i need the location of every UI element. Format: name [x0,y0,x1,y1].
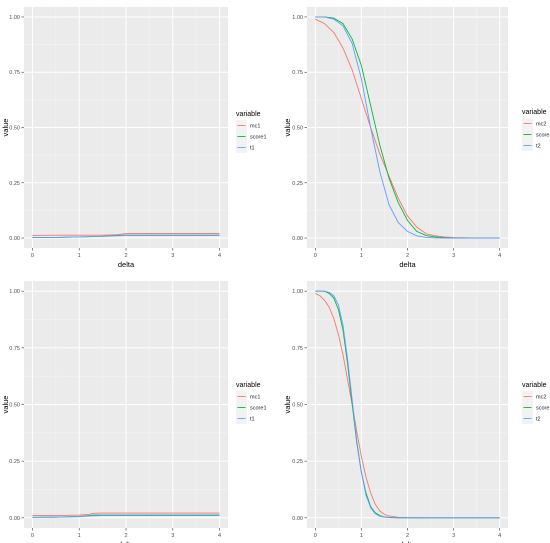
y-tick-label: 0.75 [292,346,303,352]
legend-label-mc1: mc1 [250,124,260,130]
legend: variable mc1 score1 t1 [236,111,267,153]
legend-label-t1: t1 [250,417,255,423]
legend-title: variable [236,111,261,118]
x-tick-label: 4 [498,253,501,259]
legend: variable mc2 score2 t2 [522,382,550,424]
y-tick-label: 0.50 [9,403,20,409]
legend-title: variable [236,382,261,389]
legend-title: variable [522,382,547,389]
x-tick-label: 3 [452,253,455,259]
legend-label-t2: t2 [536,144,541,150]
series-line-mc1 [32,233,220,236]
x-tick-label: 0 [31,533,34,539]
y-tick-label: 0.50 [292,126,303,132]
legend-label-score1: score1 [250,135,267,141]
series-line-t1 [32,234,220,239]
series-line-mc2 [315,18,500,239]
y-axis-title: value [1,119,10,137]
y-tick-label: 0.00 [9,236,20,242]
y-axis-title: value [1,396,10,414]
series-line-t2 [315,290,500,519]
x-tick-label: 2 [124,533,127,539]
y-tick-label: 0.75 [9,70,20,76]
chart-panel-3: 0 1 2 3 4 0.00 0.25 0.50 0.75 1.00 delta value varia… [1,281,267,543]
x-axis-title: delta [399,540,416,543]
series-line-mc1 [32,512,220,516]
x-tick-label: 3 [171,253,174,259]
y-tick-label: 0.50 [292,403,303,409]
x-axis-title: delta [118,540,135,543]
y-tick-label: 0.25 [292,459,303,465]
y-tick-label: 0.75 [9,346,20,352]
y-tick-label: 0.25 [9,181,20,187]
y-tick-label: 0.00 [292,516,303,522]
x-tick-label: 1 [360,533,363,539]
x-tick-label: 1 [78,253,81,259]
x-tick-label: 4 [218,533,221,539]
x-tick-label: 4 [218,253,221,259]
y-tick-label: 1.00 [292,15,303,21]
y-tick-label: 1.00 [9,289,20,295]
x-tick-label: 3 [171,533,174,539]
x-tick-label: 0 [314,533,317,539]
y-tick-label: 0.50 [9,126,20,132]
x-tick-label: 2 [124,253,127,259]
y-tick-label: 1.00 [292,289,303,295]
x-tick-label: 2 [406,253,409,259]
y-tick-label: 0.75 [292,70,303,76]
series-line-t2 [315,16,500,239]
y-tick-label: 0.25 [292,181,303,187]
y-axis-title: value [283,396,292,414]
x-tick-label: 4 [498,533,501,539]
chart-panel-2: 0 1 2 3 4 0.00 0.25 0.50 0.75 1.00 delta value varia… [283,7,550,269]
series-line-t1 [32,515,220,518]
legend-label-t1: t1 [250,146,255,152]
legend-title: variable [522,109,547,116]
y-tick-label: 0.00 [9,516,20,522]
legend-label-score2: score2 [536,133,550,139]
legend-label-mc2: mc2 [536,395,546,401]
x-tick-label: 1 [360,253,363,259]
y-tick-label: 1.00 [9,15,20,21]
x-tick-label: 0 [31,253,34,259]
y-tick-label: 0.25 [9,459,20,465]
legend: variable mc2 score2 t2 [522,109,550,151]
x-tick-label: 1 [78,533,81,539]
legend-label-score1: score1 [250,406,267,412]
legend-label-t2: t2 [536,417,541,423]
legend-label-mc2: mc2 [536,122,546,128]
x-tick-label: 3 [452,533,455,539]
x-axis-title: delta [118,260,135,269]
chart-panel-1: 0 1 2 3 4 0.00 0.25 0.50 0.75 1.00 delta value varia… [1,7,267,269]
chart-panel-4: 0 1 2 3 4 0.00 0.25 0.50 0.75 1.00 delta value varia… [283,281,550,543]
x-axis-title: delta [399,260,416,269]
y-axis-title: value [283,119,292,137]
x-tick-label: 0 [314,253,317,259]
x-tick-label: 2 [406,533,409,539]
legend-label-score2: score2 [536,406,550,412]
legend-label-mc1: mc1 [250,395,260,401]
y-tick-label: 0.00 [292,236,303,242]
legend: variable mc1 score1 t1 [236,382,267,424]
